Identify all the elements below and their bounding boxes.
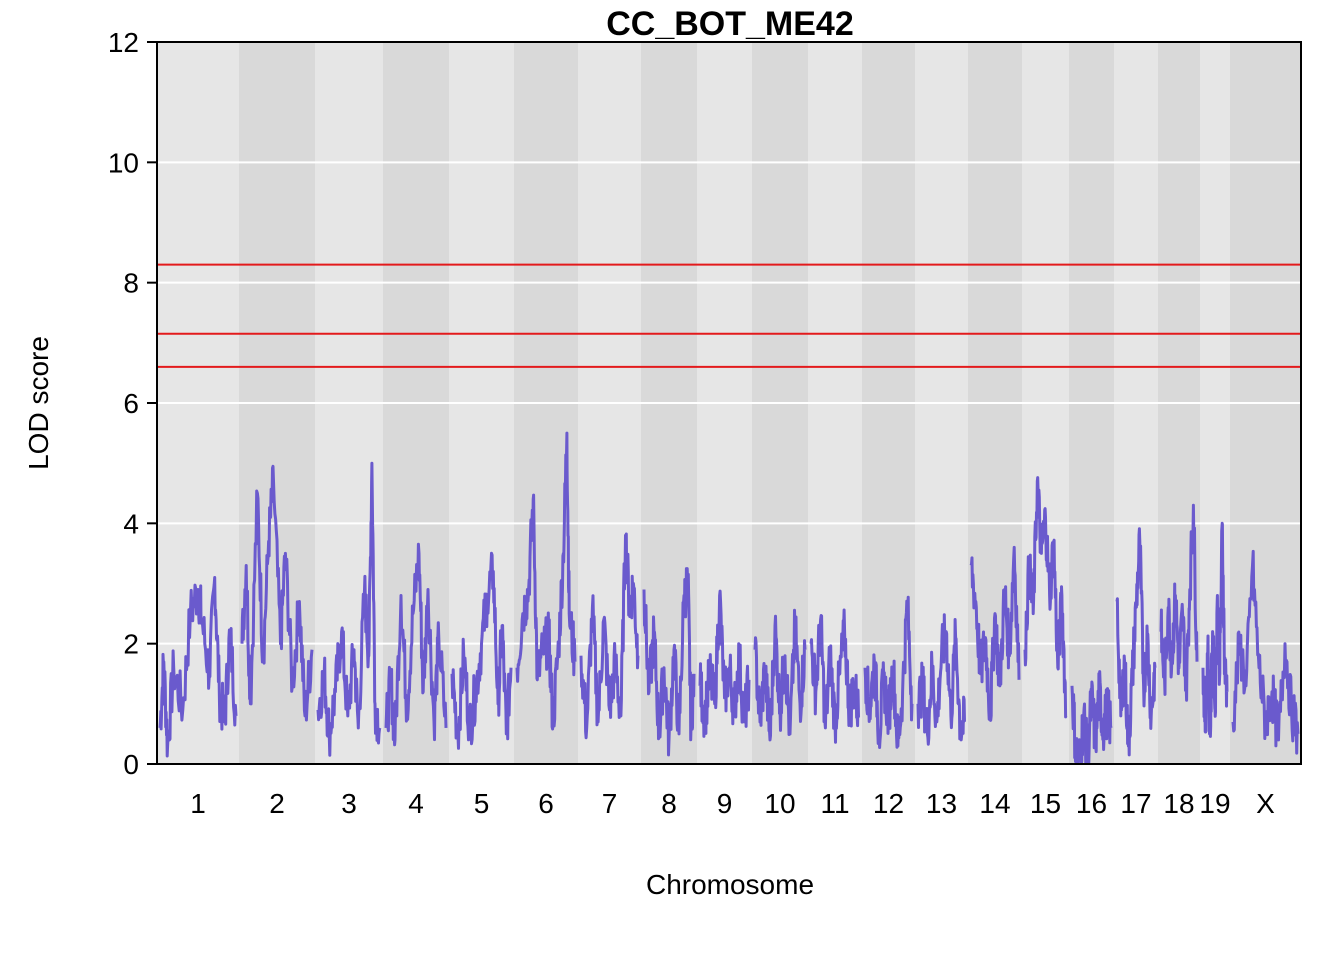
x-tick-label-14: 14 [979, 788, 1010, 819]
x-tick-label-17: 17 [1120, 788, 1151, 819]
x-tick-label-6: 6 [538, 788, 554, 819]
lod-line-chr-19 [1201, 521, 1229, 738]
lod-line-chr-2 [240, 464, 314, 722]
x-tick-label-1: 1 [190, 788, 206, 819]
lod-line-chr-11 [809, 608, 861, 744]
lod-line-chr-12 [863, 595, 914, 749]
lod-line-chr-6 [515, 431, 577, 731]
x-tick-label-15: 15 [1030, 788, 1061, 819]
lod-line-chr-15 [1023, 476, 1068, 719]
x-tick-label-X: X [1256, 788, 1275, 819]
y-tick-label-2: 2 [123, 629, 139, 660]
y-tick-label-0: 0 [123, 749, 139, 780]
lod-line-chr-3 [316, 461, 382, 757]
lod-line-chr-8 [642, 567, 696, 757]
lod-line-chr-17 [1115, 527, 1157, 757]
x-tick-label-9: 9 [717, 788, 733, 819]
y-tick-label-6: 6 [123, 388, 139, 419]
threshold-lines [157, 263, 1301, 368]
x-axis: 1 2 3 4 5 6 7 8 9 10 11 12 13 14 15 16 17 18 19 X [190, 788, 1275, 819]
y-tick-label-10: 10 [108, 147, 139, 178]
y-tick-label-12: 12 [108, 27, 139, 58]
x-tick-label-4: 4 [408, 788, 424, 819]
x-tick-label-5: 5 [474, 788, 490, 819]
lod-line-chr-4 [384, 542, 448, 747]
lod-line-chr-5 [450, 551, 513, 750]
lod-line-chr-10 [753, 608, 807, 742]
lod-line-chr-18 [1159, 503, 1199, 702]
x-tick-label-3: 3 [341, 788, 357, 819]
y-tick-label-8: 8 [123, 268, 139, 299]
y-tick-label-4: 4 [123, 508, 139, 539]
y-axis-title: LOD score [23, 336, 54, 470]
lod-line-chr-9 [698, 589, 751, 738]
lod-line-chr-16 [1070, 670, 1113, 765]
x-tick-label-18: 18 [1163, 788, 1194, 819]
y-axis: 0 2 4 6 8 10 12 [108, 27, 157, 780]
lod-line-chr-13 [916, 613, 966, 746]
lod-line-chr-1 [158, 576, 238, 758]
x-tick-label-16: 16 [1076, 788, 1107, 819]
chart-title: CC_BOT_ME42 [606, 5, 854, 43]
x-tick-label-12: 12 [873, 788, 904, 819]
x-tick-label-7: 7 [602, 788, 618, 819]
x-tick-label-2: 2 [269, 788, 285, 819]
lod-line-chr-7 [579, 532, 640, 740]
lod-line-chr-X [1231, 549, 1300, 755]
x-tick-label-19: 19 [1199, 788, 1230, 819]
x-tick-label-11: 11 [820, 788, 849, 819]
lod-line-chr-14 [969, 545, 1021, 722]
lod-series [158, 431, 1300, 765]
x-tick-label-8: 8 [661, 788, 677, 819]
x-tick-label-10: 10 [764, 788, 795, 819]
x-axis-title: Chromosome [646, 869, 814, 900]
x-tick-label-13: 13 [926, 788, 957, 819]
